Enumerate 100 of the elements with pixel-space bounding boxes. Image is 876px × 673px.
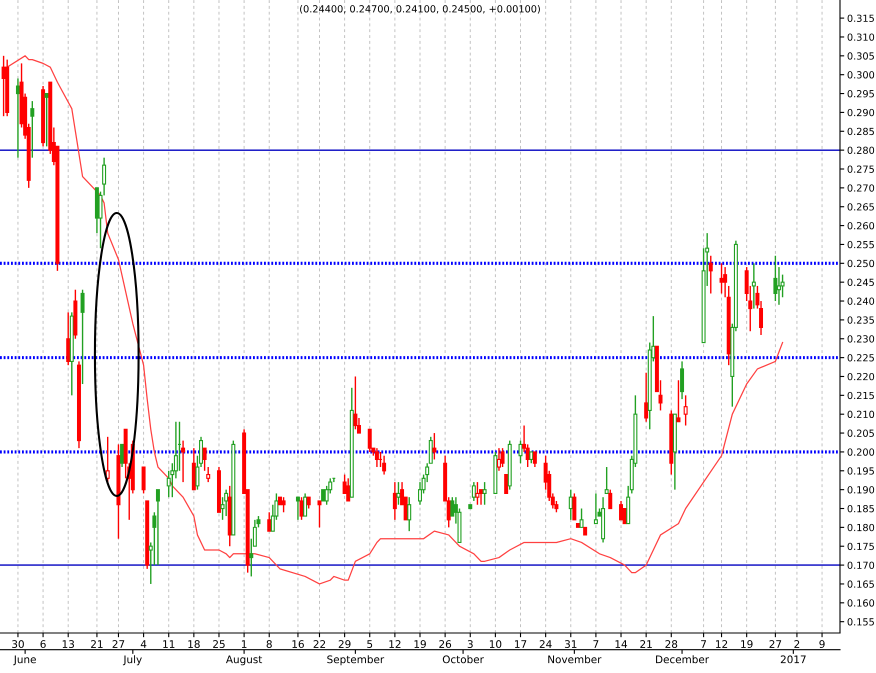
- y-tick-label: 0.240: [848, 298, 874, 305]
- x-tick-label: 16: [292, 640, 304, 648]
- y-tick-label: 0.315: [848, 14, 874, 22]
- y-tick-label: 0.205: [848, 430, 874, 437]
- x2-tick-label: 2017: [780, 655, 806, 664]
- x-tick-label: 4: [140, 640, 146, 648]
- candlestick: [580, 508, 584, 528]
- candlestick: [475, 481, 480, 506]
- x-tick-label: 19: [414, 640, 426, 648]
- y-tick-label: 0.195: [848, 467, 874, 475]
- candlestick: [346, 478, 350, 502]
- candlestick: [680, 360, 684, 400]
- candlestick: [374, 447, 379, 468]
- candlestick: [518, 440, 523, 464]
- y-tick-label: 0.210: [848, 410, 874, 418]
- x-tick-label: 24: [540, 640, 552, 648]
- candlestick: [776, 266, 781, 306]
- x-tick-label: 30: [12, 640, 24, 648]
- x2-tick-label: December: [656, 655, 710, 664]
- x2-tick-label: August: [226, 656, 262, 666]
- candlestick: [500, 447, 505, 468]
- candlestick: [30, 100, 34, 158]
- y-tick-label: 0.160: [848, 599, 874, 607]
- candlestick: [202, 447, 207, 472]
- candlestick: [773, 255, 778, 302]
- x2-tick-label: October: [442, 655, 484, 664]
- candlestick: [708, 255, 713, 294]
- x-tick-label: 18: [188, 640, 200, 648]
- x-tick-label: 9: [819, 640, 825, 648]
- x-tick-label: 25: [213, 640, 225, 648]
- chart-title: (0.24400, 0.24700, 0.24100, 0.24500, +0.00100): [300, 5, 540, 14]
- candlestick: [472, 481, 476, 502]
- x-tick-label: 22: [314, 640, 326, 648]
- x-tick-label: 17: [515, 640, 526, 648]
- x-tick-label: 12: [389, 640, 400, 648]
- x-tick-label: 7: [593, 640, 598, 648]
- candlestick: [407, 496, 412, 532]
- candlestick: [568, 488, 573, 521]
- y-tick-label: 0.265: [848, 203, 874, 211]
- candlestick: [619, 500, 624, 521]
- y-tick-label: 0.280: [848, 146, 874, 154]
- x-tick-label: 10: [490, 640, 502, 648]
- x-tick-label: 7: [701, 640, 706, 648]
- y-tick-label: 0.255: [848, 240, 874, 248]
- y-tick-label: 0.185: [848, 504, 874, 512]
- y-tick-label: 0.245: [848, 278, 874, 286]
- y-tick-label: 0.235: [848, 316, 874, 324]
- y-tick-label: 0.230: [848, 335, 874, 343]
- y-tick-label: 0.310: [848, 33, 874, 41]
- candlestick: [684, 394, 688, 426]
- y-tick-label: 0.285: [848, 128, 874, 136]
- candlestick: [306, 496, 311, 510]
- x-tick-label: 2: [794, 640, 800, 648]
- x-tick-label: 5: [367, 640, 372, 648]
- x-tick-label: 31: [564, 640, 576, 648]
- y-tick-label: 0.290: [848, 108, 874, 116]
- line-series: [6, 55, 784, 585]
- candlestick: [676, 380, 680, 422]
- candlestick: [181, 440, 186, 483]
- x-tick-label: 13: [62, 640, 74, 648]
- y-tick-label: 0.170: [848, 562, 874, 569]
- candlestick: [206, 466, 210, 483]
- x2-tick-label: November: [548, 655, 602, 664]
- x-tick-label: 12: [716, 640, 728, 648]
- candlestick: [382, 455, 386, 476]
- candlestick: [267, 512, 272, 532]
- x-tick-label: 6: [40, 640, 46, 648]
- y-tick-label: 0.220: [848, 372, 874, 380]
- x-tick-label: 26: [439, 640, 452, 648]
- x-tick-label: 1: [242, 640, 246, 648]
- x-tick-label: 21: [91, 640, 103, 648]
- candlestick: [432, 432, 436, 460]
- x-tick-label: 8: [266, 640, 272, 648]
- y-tick-label: 0.190: [848, 486, 874, 494]
- y-tick-label: 0.305: [848, 52, 874, 60]
- candlestick: [2, 55, 6, 117]
- y-tick-label: 0.180: [848, 524, 874, 532]
- y-tick-label: 0.215: [848, 392, 874, 400]
- x-tick-label: 19: [741, 640, 753, 648]
- candlestick: [594, 492, 598, 524]
- y-tick-label: 0.200: [848, 448, 874, 456]
- x-tick-label: 21: [640, 640, 652, 648]
- candlestick: [80, 289, 85, 385]
- x2-tick-label: September: [327, 655, 384, 666]
- candlestick: [396, 481, 400, 506]
- y-tick-label: 0.155: [848, 618, 874, 626]
- candlestick: [644, 372, 648, 422]
- candlestick: [321, 489, 326, 502]
- x-tick-label: 29: [338, 640, 351, 648]
- candlestick: [572, 492, 576, 521]
- candlestick: [66, 312, 70, 366]
- candlestick: [224, 488, 228, 517]
- candlestick: [142, 466, 146, 494]
- y-tick-label: 0.270: [848, 184, 874, 192]
- x-tick-label: 11: [163, 640, 174, 648]
- x2-tick-label: June: [13, 656, 36, 666]
- candlestick: [44, 92, 49, 148]
- x-tick-label: 3: [468, 640, 473, 648]
- candlestick: [504, 474, 508, 494]
- y-tick-label: 0.275: [848, 165, 874, 173]
